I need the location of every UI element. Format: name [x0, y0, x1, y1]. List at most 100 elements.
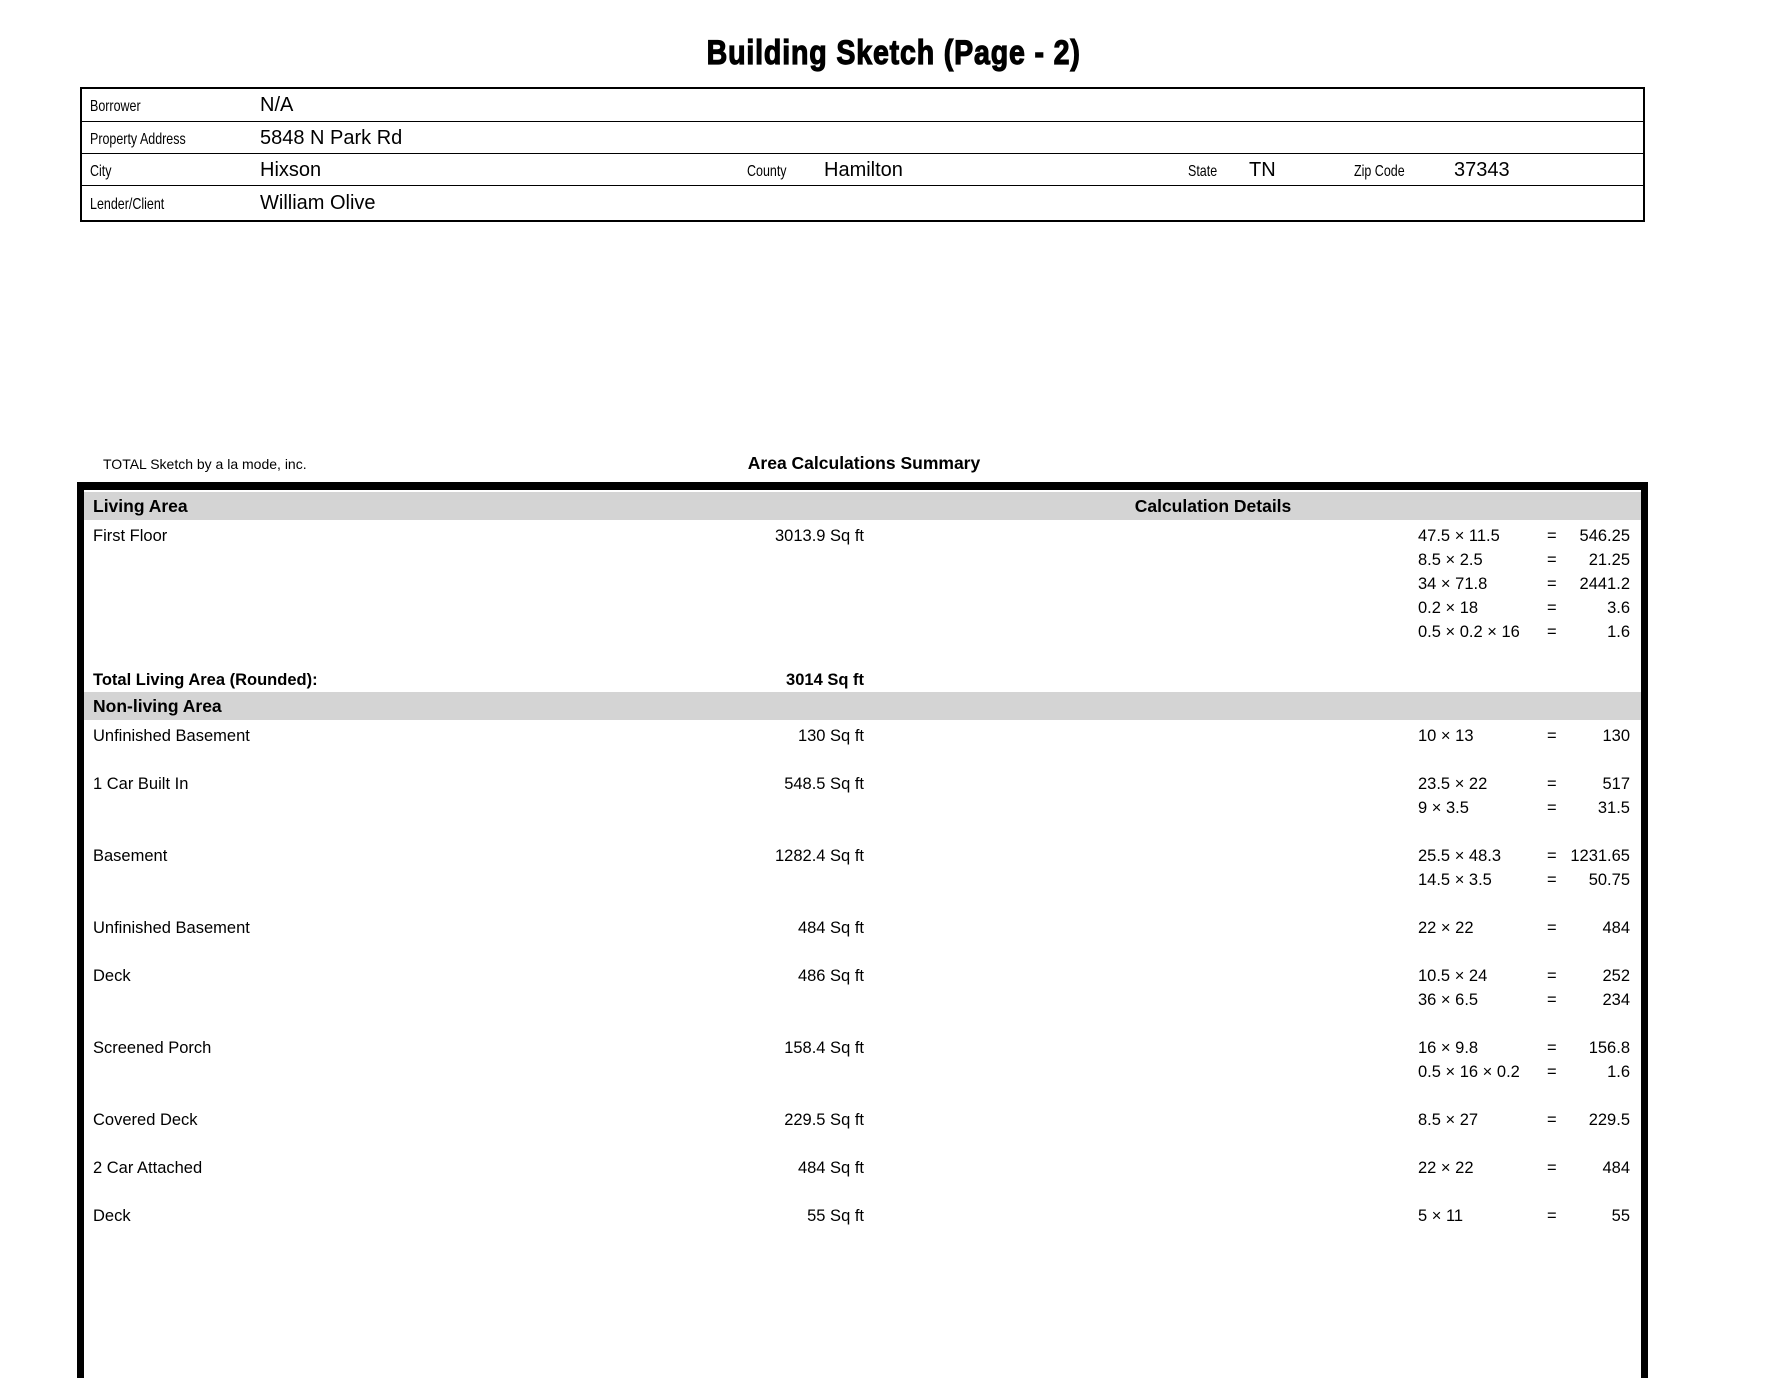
calc-expression: 8.5 × 27: [1418, 1111, 1479, 1129]
area-sqft: 55 Sq ft: [807, 1207, 864, 1225]
calc-expression: 16 × 9.8: [1418, 1039, 1479, 1057]
area-name: 2 Car Attached: [93, 1159, 203, 1177]
area-sqft: 130 Sq ft: [797, 727, 864, 745]
equals-sign: =: [1547, 727, 1557, 745]
area-sqft: 3013.9 Sq ft: [775, 527, 864, 545]
calc-expression: 0.5 × 0.2 × 16: [1418, 623, 1520, 641]
property-address-value: 5848 N Park Rd: [260, 127, 403, 149]
area-name: Unfinished Basement: [93, 727, 250, 745]
area-calculations-table: Living Area Calculation Details First Fl…: [77, 482, 1648, 1378]
calc-expression: 23.5 × 22: [1418, 775, 1488, 793]
calc-expression: 47.5 × 11.5: [1418, 527, 1500, 545]
equals-sign: =: [1547, 1159, 1557, 1177]
branding-text: TOTAL Sketch by a la mode, inc.: [103, 456, 307, 472]
equals-sign: =: [1547, 871, 1557, 889]
page-title-text: Building Sketch (Page - 2): [706, 34, 1082, 72]
equals-sign: =: [1547, 527, 1557, 545]
area-name: Covered Deck: [93, 1111, 198, 1129]
total-living-area-value: 3014 Sq ft: [786, 671, 864, 689]
calc-expression: 22 × 22: [1418, 1159, 1474, 1177]
area-name: Deck: [93, 1207, 131, 1225]
living-area-header: Living Area: [93, 496, 188, 516]
calc-result: 252: [1602, 967, 1630, 985]
equals-sign: =: [1547, 599, 1557, 617]
calc-result: 1231.65: [1570, 847, 1630, 865]
calc-expression: 0.5 × 16 × 0.2: [1418, 1063, 1520, 1081]
living-area-header-band: Living Area Calculation Details: [84, 492, 1641, 520]
property-address-label: Property Address: [90, 131, 186, 148]
area-row: Deck 486 Sq ft 10.5 × 24 = 252 36 × 6.5 = 234: [84, 964, 1641, 1012]
equals-sign: =: [1547, 551, 1557, 569]
area-name: Deck: [93, 967, 131, 985]
calc-result: 1.6: [1607, 1063, 1630, 1081]
calc-result: 55: [1611, 1207, 1630, 1225]
area-sqft: 484 Sq ft: [797, 1159, 864, 1177]
equals-sign: =: [1547, 775, 1557, 793]
equals-sign: =: [1547, 1207, 1557, 1225]
area-row: Screened Porch 158.4 Sq ft 16 × 9.8 = 156.8 0…: [84, 1036, 1641, 1084]
calc-result: 21.25: [1588, 551, 1630, 569]
total-living-area-label: Total Living Area (Rounded):: [93, 671, 318, 689]
area-row: Covered Deck 229.5 Sq ft 8.5 × 27 = 229.5: [84, 1108, 1641, 1132]
calc-result: 234: [1602, 991, 1630, 1009]
area-name: Screened Porch: [93, 1039, 212, 1057]
calc-expression: 25.5 × 48.3: [1418, 847, 1502, 865]
calculation-details-header: Calculation Details: [1134, 496, 1292, 516]
area-row: First Floor 3013.9 Sq ft 47.5 × 11.5 = 546.2…: [84, 524, 1641, 644]
state-label: State: [1188, 163, 1218, 180]
borrower-label: Borrower: [90, 98, 141, 115]
state-value: TN: [1249, 159, 1276, 181]
calc-result: 50.75: [1588, 871, 1630, 889]
form-row-city-county-state-zip: City Hixson County Hamilton State TN Zip Code 3…: [82, 153, 1643, 185]
calc-result: 484: [1602, 1159, 1630, 1177]
calc-expression: 14.5 × 3.5: [1418, 871, 1492, 889]
area-sqft: 484 Sq ft: [797, 919, 864, 937]
borrower-value: N/A: [260, 94, 294, 116]
area-sqft: 548.5 Sq ft: [784, 775, 864, 793]
nonliving-area-header-band: Non-living Area: [84, 692, 1641, 720]
equals-sign: =: [1547, 847, 1557, 865]
equals-sign: =: [1547, 1111, 1557, 1129]
calc-expression: 9 × 3.5: [1418, 799, 1469, 817]
form-row-borrower: Borrower N/A: [82, 89, 1643, 121]
area-row: 2 Car Attached 484 Sq ft 22 × 22 = 484: [84, 1156, 1641, 1180]
area-name: Unfinished Basement: [93, 919, 250, 937]
city-value: Hixson: [260, 159, 322, 181]
calc-expression: 10.5 × 24: [1418, 967, 1488, 985]
county-label: County: [747, 163, 787, 180]
equals-sign: =: [1547, 919, 1557, 937]
calc-result: 3.6: [1607, 599, 1630, 617]
total-living-area-row: Total Living Area (Rounded): 3014 Sq ft: [84, 668, 1641, 692]
calc-result: 2441.2: [1579, 575, 1630, 593]
calc-result: 31.5: [1597, 799, 1630, 817]
summary-title: Area Calculations Summary: [747, 453, 981, 473]
living-area-rows: First Floor 3013.9 Sq ft 47.5 × 11.5 = 546.2…: [84, 524, 1641, 644]
calc-result: 546.25: [1579, 527, 1630, 545]
area-row: Basement 1282.4 Sq ft 25.5 × 48.3 = 1231.65 1…: [84, 844, 1641, 892]
form-row-property-address: Property Address 5848 N Park Rd: [82, 121, 1643, 153]
calc-expression: 0.2 × 18: [1418, 599, 1479, 617]
page-title: Building Sketch (Page - 2): [0, 34, 1788, 72]
area-row: Unfinished Basement 484 Sq ft 22 × 22 = 484: [84, 916, 1641, 940]
equals-sign: =: [1547, 967, 1557, 985]
calc-result: 156.8: [1588, 1039, 1630, 1057]
area-name: 1 Car Built In: [93, 775, 189, 793]
equals-sign: =: [1547, 1039, 1557, 1057]
city-label: City: [90, 163, 112, 180]
equals-sign: =: [1547, 575, 1557, 593]
area-sqft: 1282.4 Sq ft: [775, 847, 864, 865]
area-row: Deck 55 Sq ft 5 × 11 = 55: [84, 1204, 1641, 1228]
area-row: 1 Car Built In 548.5 Sq ft 23.5 × 22 = 517 9 …: [84, 772, 1641, 820]
calc-result: 229.5: [1588, 1111, 1630, 1129]
calc-expression: 34 × 71.8: [1418, 575, 1488, 593]
area-sqft: 229.5 Sq ft: [784, 1111, 864, 1129]
equals-sign: =: [1547, 623, 1557, 641]
calc-result: 484: [1602, 919, 1630, 937]
nonliving-area-header: Non-living Area: [93, 696, 222, 716]
lender-client-label: Lender/Client: [90, 196, 165, 213]
calc-result: 1.6: [1607, 623, 1630, 641]
area-name: Basement: [93, 847, 168, 865]
calc-expression: 8.5 × 2.5: [1418, 551, 1483, 569]
lender-client-value: William Olive: [260, 192, 376, 214]
header-form: Borrower N/A Property Address 5848 N Park …: [80, 87, 1645, 222]
